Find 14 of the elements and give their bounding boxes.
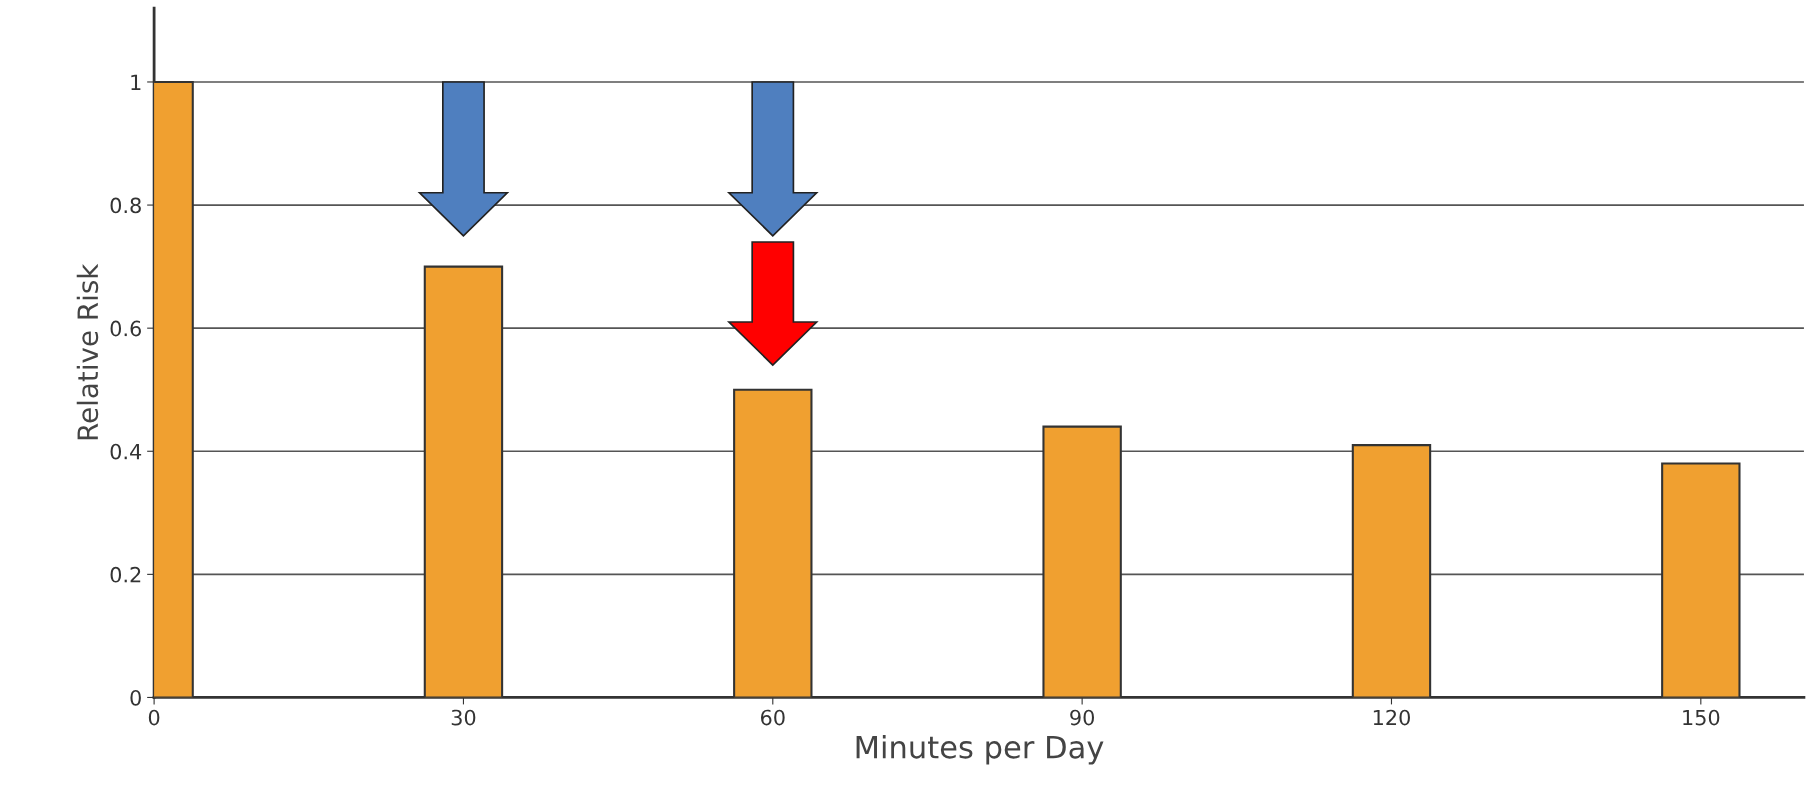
y-axis-title: Relative Risk	[76, 263, 99, 440]
x-tick-label: 0	[148, 709, 160, 726]
y-tick-label: 0.6	[110, 320, 141, 337]
x-tick-label: 120	[1373, 709, 1410, 726]
x-tick-label: 150	[1683, 709, 1720, 726]
y-tick-label: 0.8	[110, 197, 141, 214]
y-tick-label: 0.4	[110, 443, 142, 460]
y-tick-label: 1	[131, 74, 141, 90]
x-tick-label: 30	[451, 709, 476, 726]
x-tick-label: 90	[1070, 709, 1095, 726]
y-tick-label: 0	[130, 689, 141, 706]
x-tick-label: 60	[760, 709, 785, 726]
x-axis-title: Minutes per Day	[856, 734, 1104, 765]
y-tick-label: 0.2	[110, 566, 141, 583]
